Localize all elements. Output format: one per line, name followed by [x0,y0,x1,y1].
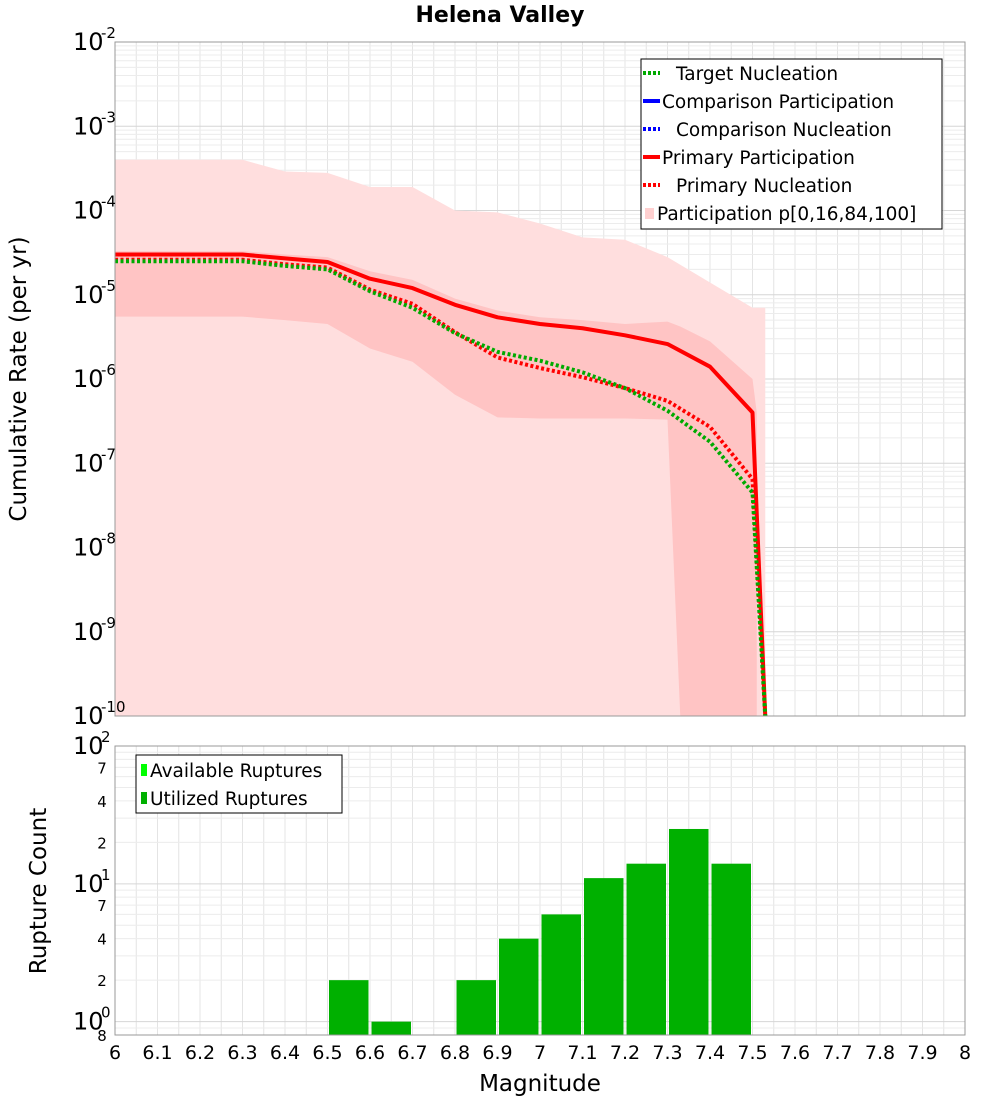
x-tick-label: 7.8 [865,1042,895,1064]
rate-y-tick-base: 10 [73,197,104,225]
x-tick-label: 7.4 [695,1042,725,1064]
count-legend-swatch [141,764,147,776]
rate-y-tick-exp: -3 [101,108,116,126]
count-y-minor-tick: 7 [97,759,107,777]
legend-label: Target Nucleation [675,64,838,85]
rate-y-tick-base: 10 [73,112,104,140]
rate-panel: 10-210-310-410-510-610-710-810-910-10 Cu… [6,24,966,730]
series-line-target-nucleation [115,259,768,717]
count-y-axis-label: Rupture Count [26,808,52,974]
count-y-minor-tick: 2 [97,972,107,990]
count-y-minor-tick: 8 [97,1027,107,1045]
rate-legend-box [640,58,943,230]
count-legend-swatch [141,792,147,804]
rate-y-tick-exp: -9 [101,614,116,632]
x-tick-label: 7.2 [610,1042,640,1064]
rate-y-tick-exp: -4 [101,193,116,211]
x-tick-label: 7.1 [567,1042,597,1064]
count-legend-box [135,754,343,814]
rate-y-tick-exp: -5 [101,277,116,295]
legend-label: Primary Participation [662,148,855,169]
rate-y-tick-base: 10 [73,449,104,477]
x-tick-label: 8 [959,1042,971,1064]
x-tick-label: 6.7 [397,1042,427,1064]
count-bar [541,914,581,1035]
count-y-minor-tick: 4 [97,931,107,949]
rate-y-axis-label: Cumulative Rate (per yr) [6,236,32,521]
x-ticks: 6 6.1 6.2 6.3 6.4 6.5 6.6 6.7 6.8 6.9 7 7.1 7.2 7.3 7.… [109,1042,971,1064]
count-bar [371,1021,411,1035]
rate-bands [115,159,766,717]
x-axis-label: Magnitude [479,1071,601,1097]
x-tick-label: 6 [109,1042,121,1064]
rate-y-tick-base: 10 [73,534,104,562]
rate-y-tick-base: 10 [73,702,104,730]
count-bar [329,980,369,1035]
x-tick-label: 7.3 [652,1042,682,1064]
rate-y-tick-exp: -6 [101,361,116,379]
legend-label: Comparison Nucleation [676,120,892,141]
x-tick-label: 7.9 [907,1042,937,1064]
rate-y-tick-base: 10 [73,28,104,56]
rate-band-1 [115,251,757,717]
legend-label: Primary Nucleation [676,176,852,197]
rate-y-tick-base: 10 [73,365,104,393]
x-tick-label: 6.1 [142,1042,172,1064]
rate-legend: Target Nucleation Comparison Participatio… [640,58,943,230]
x-tick-label: 6.3 [227,1042,257,1064]
count-y-minor-tick: 2 [97,834,107,852]
count-bars [329,828,751,1035]
chart-title: Helena Valley [416,3,585,28]
count-bar [626,863,666,1035]
count-legend: Available Ruptures Utilized Ruptures [135,754,343,814]
x-tick-label: 7 [534,1042,546,1064]
rate-y-tick-base: 10 [73,618,104,646]
x-tick-label: 7.6 [780,1042,810,1064]
x-tick-label: 6.9 [482,1042,512,1064]
count-y-tick-exp: 0 [101,1004,111,1022]
x-tick-label: 6.2 [185,1042,215,1064]
count-y-tick-base: 10 [73,732,104,760]
x-tick-label: 6.6 [355,1042,385,1064]
legend-swatch-fill [645,208,654,219]
count-legend-label: Available Ruptures [150,761,322,782]
rate-y-tick-base: 10 [73,281,104,309]
rate-y-tick-exp: -7 [101,445,116,463]
count-bar [456,980,496,1035]
count-legend-label: Utilized Ruptures [150,789,308,810]
rate-y-tick-exp: -8 [101,530,116,548]
count-y-tick-base: 10 [73,870,104,898]
rate-y-ticks: 10-210-310-410-510-610-710-810-910-10 [73,24,126,730]
count-bar [669,828,709,1035]
count-y-minor-tick: 4 [97,793,107,811]
legend-label: Participation p[0,16,84,100] [657,204,916,225]
legend-label: Comparison Participation [662,92,894,113]
x-tick-label: 6.5 [312,1042,342,1064]
count-y-tick-exp: 1 [101,866,111,884]
count-panel-frame [114,745,966,1036]
count-bar [499,938,539,1035]
count-bar [711,863,751,1035]
x-tick-label: 7.7 [822,1042,852,1064]
count-y-tick-exp: 2 [101,728,111,746]
rate-y-tick-exp: -2 [101,24,116,42]
count-bar [584,878,624,1035]
rate-series [115,252,768,717]
x-tick-label: 7.5 [737,1042,767,1064]
count-y-minor-tick: 7 [97,897,107,915]
x-tick-label: 6.8 [440,1042,470,1064]
series-line-primary-participation [115,252,768,717]
count-y-tick-base: 10 [73,1008,104,1036]
rate-panel-frame [114,41,966,717]
rate-y-tick-exp: -10 [101,698,126,716]
x-tick-label: 6.4 [270,1042,300,1064]
